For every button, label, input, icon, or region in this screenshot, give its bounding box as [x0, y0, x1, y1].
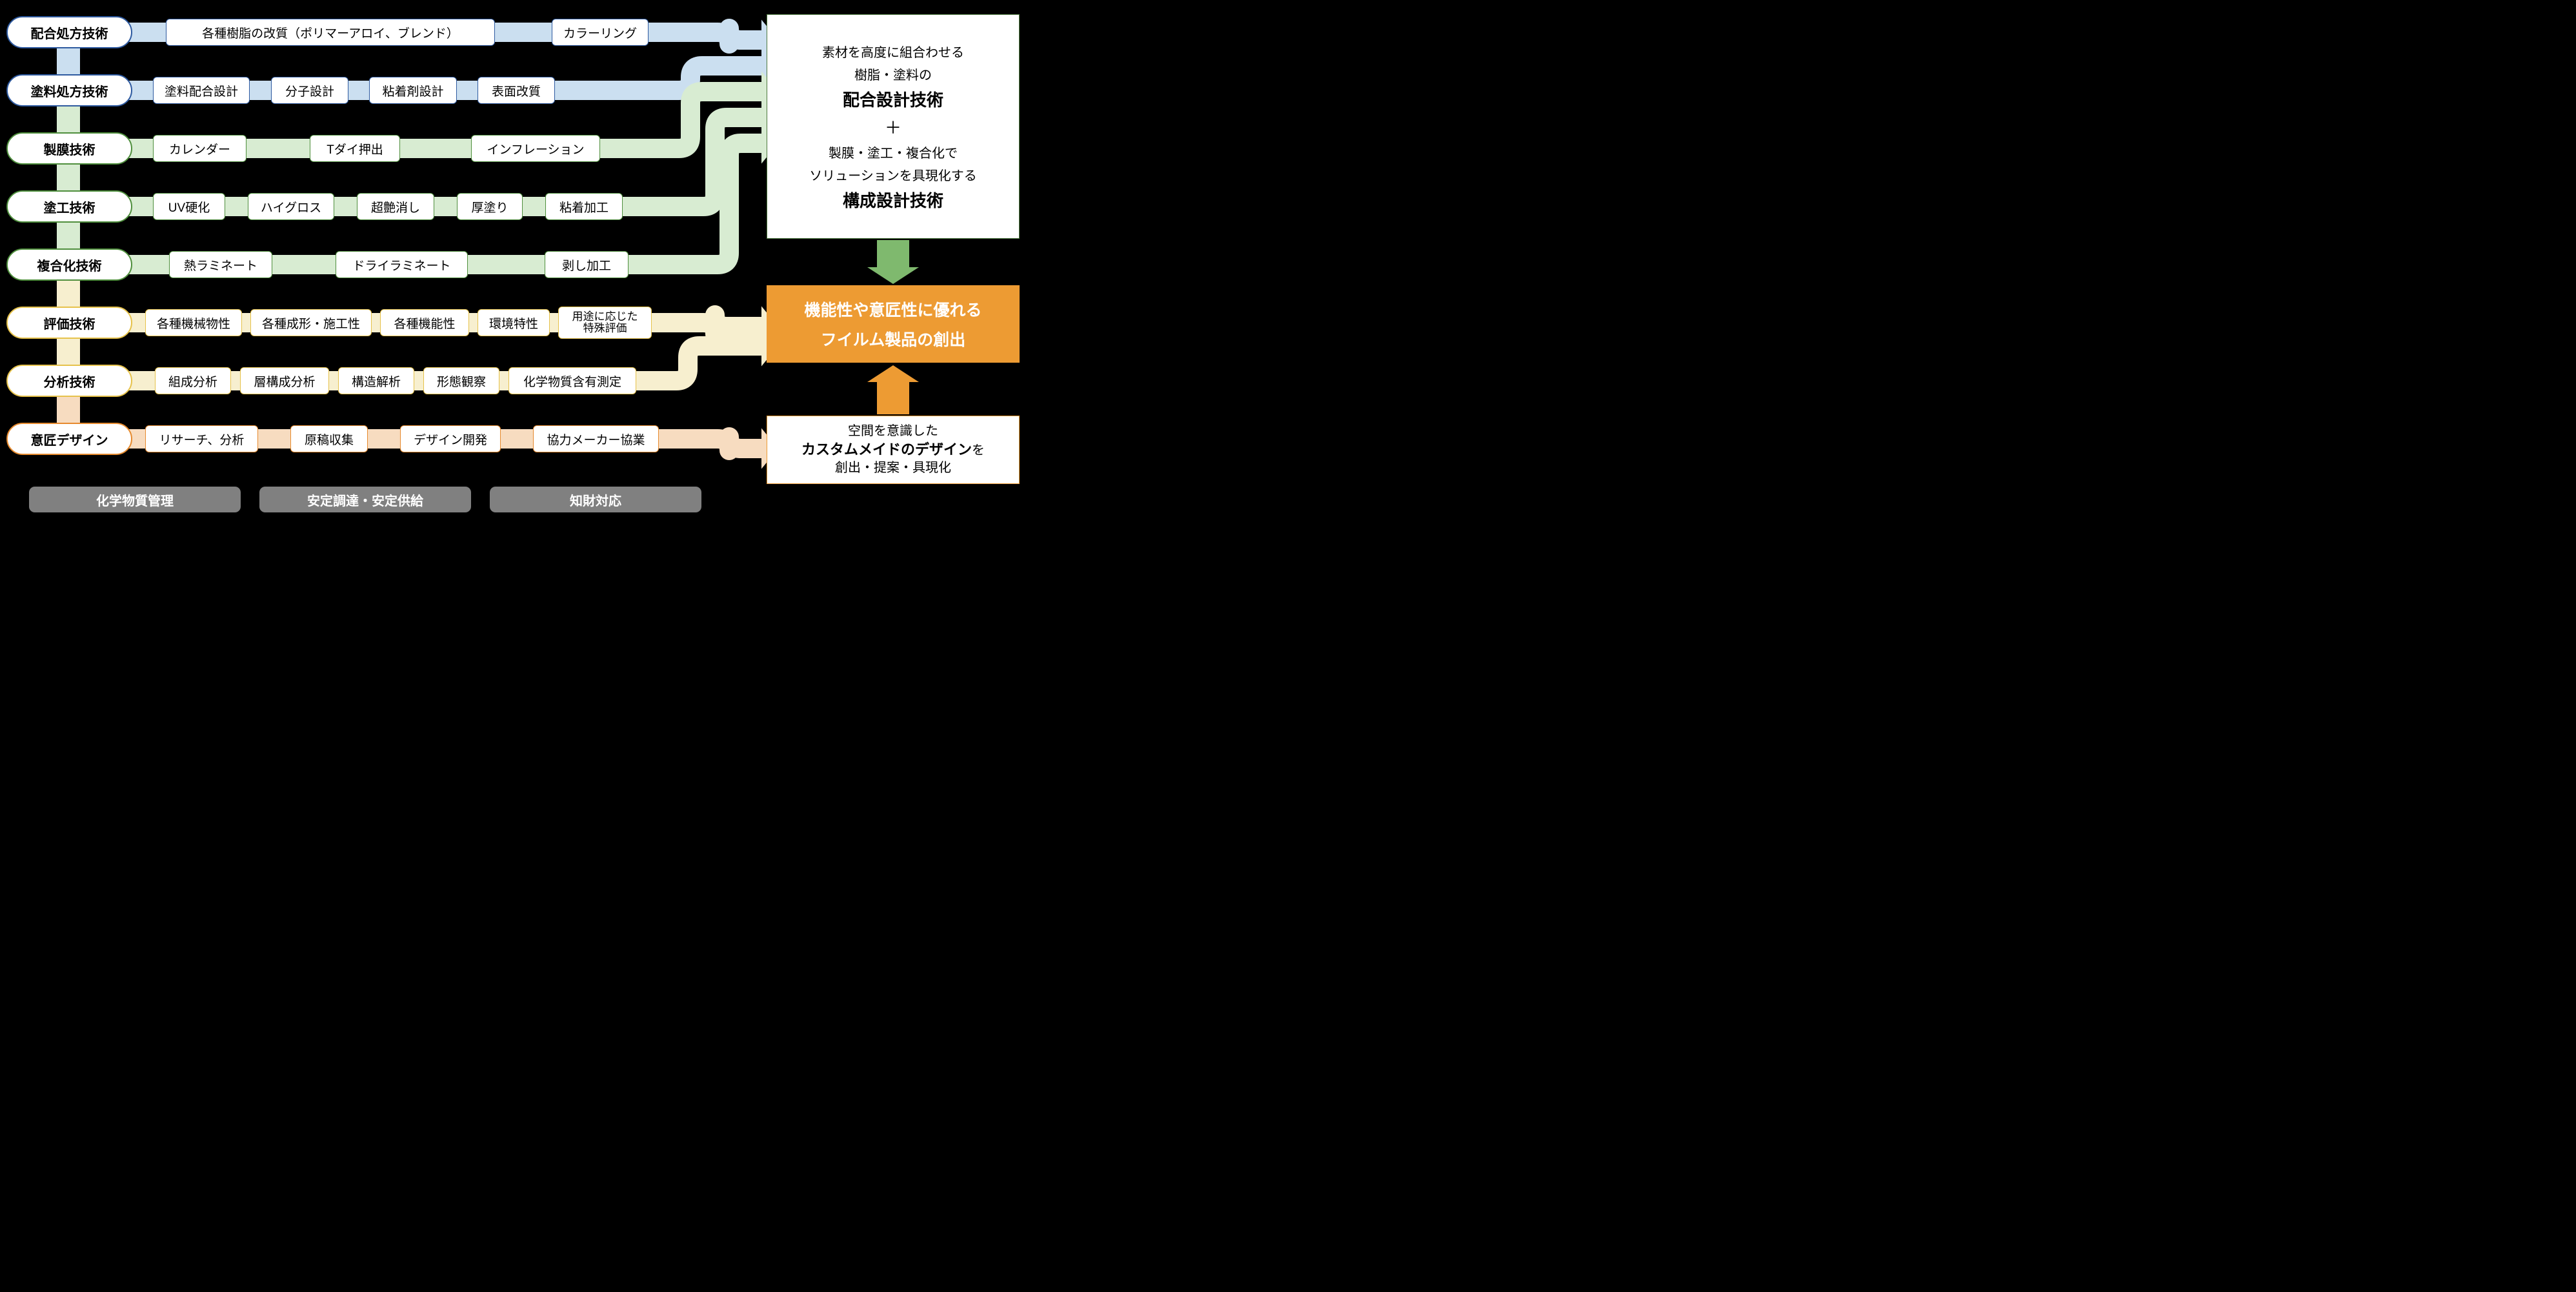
item-r4-0: UV硬化: [153, 193, 225, 220]
summary-l3: 製膜・塗工・複合化で: [829, 143, 958, 161]
item-r7-3: 形態観察: [423, 367, 499, 394]
result-box: 機能性や意匠性に優れる フイルム製品の創出: [767, 285, 1020, 363]
item-r7-0: 組成分析: [155, 367, 231, 394]
summary-plus: ＋: [885, 115, 901, 139]
item-r2-3: 表面改質: [478, 77, 555, 104]
item-r3-2: インフレーション: [471, 135, 600, 162]
item-r6-3: 環境特性: [478, 309, 550, 336]
item-r6-2: 各種機能性: [380, 309, 469, 336]
item-r5-1: ドライラミネート: [336, 251, 468, 278]
summary-box: 素材を高度に組合わせる 樹脂・塗料の 配合設計技術 ＋ 製膜・塗工・複合化で ソ…: [767, 14, 1020, 239]
result-l1: 機能性や意匠性に優れる: [804, 298, 981, 321]
item-r7-4: 化学物質含有測定: [508, 367, 636, 394]
row-header-r7: 分析技術: [6, 365, 132, 397]
design-l3: 創出・提案・具現化: [835, 459, 951, 477]
item-r8-1: 原稿収集: [290, 425, 368, 452]
item-r8-0: リサーチ、分析: [145, 425, 258, 452]
row-header-r8: 意匠デザイン: [6, 423, 132, 455]
item-r4-1: ハイグロス: [248, 193, 334, 220]
item-r8-2: デザイン開発: [400, 425, 501, 452]
row-header-r6: 評価技術: [6, 307, 132, 339]
item-r8-3: 協力メーカー協業: [533, 425, 659, 452]
item-r4-3: 厚塗り: [457, 193, 523, 220]
support-1: 安定調達・安定供給: [259, 487, 471, 512]
item-r2-2: 粘着剤設計: [369, 77, 457, 104]
item-r6-1: 各種成形・施工性: [250, 309, 372, 336]
summary-l1: 素材を高度に組合わせる: [822, 42, 964, 61]
row-header-r3: 製膜技術: [6, 132, 132, 165]
summary-l4: ソリューションを具現化する: [809, 165, 977, 184]
summary-l2: 樹脂・塗料の: [854, 65, 932, 83]
row-header-r4: 塗工技術: [6, 190, 132, 223]
design-box: 空間を意識した カスタムメイドのデザインを 創出・提案・具現化: [767, 416, 1020, 484]
item-r6-4: 用途に応じた特殊評価: [558, 307, 652, 339]
row-header-r2: 塗料処方技術: [6, 74, 132, 106]
item-r2-1: 分子設計: [271, 77, 348, 104]
item-r3-0: カレンダー: [153, 135, 247, 162]
item-r5-2: 剥し加工: [545, 251, 629, 278]
support-0: 化学物質管理: [29, 487, 241, 512]
item-r4-2: 超艶消し: [357, 193, 434, 220]
item-r5-0: 熱ラミネート: [169, 251, 272, 278]
item-r7-1: 層構成分析: [240, 367, 329, 394]
design-l1: 空間を意識した: [848, 423, 938, 440]
support-2: 知財対応: [490, 487, 701, 512]
item-r6-0: 各種機械物性: [145, 309, 242, 336]
item-r2-0: 塗料配合設計: [153, 77, 250, 104]
row-header-r1: 配合処方技術: [6, 16, 132, 48]
summary-big1: 配合設計技術: [843, 87, 943, 111]
result-l2: フイルム製品の創出: [821, 327, 966, 350]
item-r3-1: Tダイ押出: [310, 135, 400, 162]
item-r1-0: 各種樹脂の改質（ポリマーアロイ、ブレンド）: [166, 19, 495, 46]
item-r7-2: 構造解析: [338, 367, 414, 394]
item-r4-4: 粘着加工: [545, 193, 623, 220]
row-header-r5: 複合化技術: [6, 248, 132, 281]
item-r1-1: カラーリング: [552, 19, 649, 46]
summary-big2: 構成設計技術: [843, 188, 943, 212]
design-l2: カスタムメイドのデザインを: [801, 440, 985, 459]
